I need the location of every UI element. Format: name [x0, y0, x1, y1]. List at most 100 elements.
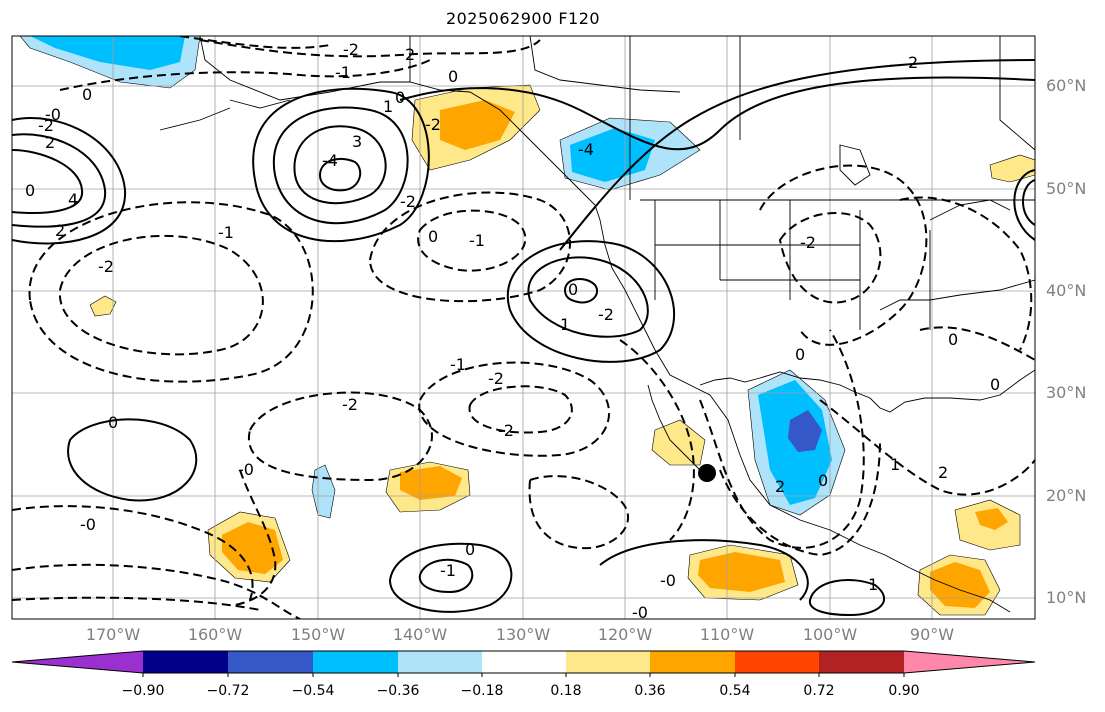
colorbar-tick-label: 0.54	[719, 683, 751, 699]
contour-dashed-west	[58, 234, 264, 356]
contour-east-canada	[1013, 169, 1035, 241]
contour-label: 3	[352, 132, 362, 151]
colorbar-segment	[313, 651, 398, 673]
contour-label: 2	[775, 477, 785, 496]
colorbar-segment	[12, 651, 143, 673]
contour-west-pacific-low-3	[12, 149, 84, 214]
contour-west-coast-high-2	[506, 240, 676, 363]
contour-west-pacific-low	[12, 117, 127, 245]
contour-dashed-east-us	[899, 196, 1033, 351]
contour-dashed-subtropical	[418, 361, 610, 457]
contour-dashed-north-3	[179, 36, 331, 49]
longitude-label: 90°W	[909, 625, 955, 644]
colorbar-segment	[819, 651, 904, 673]
contour-dashed-gulf-2	[368, 191, 571, 303]
negative-area-mexico-peak	[788, 410, 822, 452]
contour-label: 0	[948, 330, 958, 349]
contour-label: 1	[560, 315, 570, 334]
colorbar-segment	[735, 651, 819, 673]
contour-dashed-north-2	[59, 59, 431, 91]
contour-label: -0	[632, 603, 648, 622]
contour-subtropical-zero	[67, 418, 198, 502]
dashed-contour-lines	[12, 36, 1035, 619]
contour-label: -0	[45, 105, 61, 124]
contour-label: -2	[343, 40, 359, 59]
contour-label: 1	[890, 455, 900, 474]
contour-label: 2	[938, 463, 948, 482]
contour-label: -1	[469, 231, 485, 250]
contour-label: 4	[68, 190, 78, 209]
contour-alaska-ridge-2	[559, 59, 1035, 251]
contour-dashed-north	[199, 39, 541, 58]
weather-map: -2 2 -1 0 0 1 0 -2 3 -4 2 -0 -2 -2 -1 2 …	[11, 35, 1036, 622]
contour-dashed-south	[12, 505, 254, 601]
contour-label: -2	[800, 233, 816, 252]
positive-area-central-pacific-core	[400, 466, 462, 500]
contour-dashed-hawaii	[234, 469, 277, 606]
contour-label: 2	[405, 45, 415, 64]
latitude-label: 40°N	[1046, 281, 1087, 300]
longitude-label: 170°W	[85, 625, 141, 644]
contour-label: -2	[98, 257, 114, 276]
contour-dashed-mexico	[699, 329, 865, 549]
contour-east-pacific-zero	[599, 539, 809, 601]
contour-label: -1	[218, 223, 234, 242]
contour-label: -2	[400, 192, 416, 211]
contour-label: 1	[868, 575, 878, 594]
contour-label: -4	[578, 140, 594, 159]
contour-dashed-gulf-mexico	[819, 399, 1035, 496]
colorbar-tick-label: −0.72	[206, 683, 250, 699]
contour-label: 2	[45, 133, 55, 152]
contour-label: -1	[335, 63, 351, 82]
positive-area-gulf-alaska-core	[440, 100, 515, 150]
contour-high-north-pacific-2	[272, 106, 409, 225]
negative-area-north-pacific-core	[30, 36, 185, 70]
contour-high-north-pacific-3	[252, 87, 430, 243]
contour-dashed-mexico-2	[719, 439, 881, 557]
contour-alaska-ridge	[399, 76, 1035, 151]
contour-label: 0	[465, 540, 475, 559]
contour-label: -0	[80, 515, 96, 534]
contour-label: -1	[450, 355, 466, 374]
contour-label: -2	[498, 421, 514, 440]
latitude-label: 60°N	[1046, 76, 1087, 95]
contour-dashed-us	[759, 164, 928, 346]
contour-dashed-mid-pacific	[247, 391, 433, 482]
contour-label: -2	[488, 369, 504, 388]
contour-label: -2	[38, 116, 54, 135]
contour-dashed-south-2	[12, 563, 301, 619]
contour-dashed-west-2	[28, 201, 314, 383]
colorbar-tick-label: −0.54	[291, 683, 335, 699]
contour-dashed-gulf	[417, 209, 527, 272]
contour-label: -4	[322, 151, 338, 170]
contour-label: 0	[990, 375, 1000, 394]
contour-dashed-east-pacific	[619, 339, 695, 541]
contour-central-pacific-one	[418, 558, 474, 594]
colorbar-segment	[398, 651, 482, 673]
contour-label: -2	[425, 115, 441, 134]
colorbar-tick-label: −0.18	[460, 683, 504, 699]
contour-dashed-central	[528, 475, 630, 550]
colorbar-outline	[11, 650, 1036, 674]
contour-central-pacific-zero	[388, 542, 513, 613]
contour-label: 0	[428, 227, 438, 246]
colorbar-segment	[482, 651, 566, 673]
colorbar-tick-label: 0.18	[550, 683, 582, 699]
colorbar-segment	[228, 651, 313, 673]
contour-label: 0	[448, 67, 458, 86]
positive-area-central-america-core	[930, 562, 990, 608]
colorbar-tick-label: 0.90	[888, 683, 920, 699]
contour-label: 0	[25, 181, 35, 200]
positive-area-caribbean-core	[975, 508, 1008, 530]
map-title: 2025062900 F120	[445, 9, 601, 28]
contour-label: 0	[818, 471, 828, 490]
longitude-label: 110°W	[699, 625, 755, 644]
contour-label: -1	[440, 561, 456, 580]
contour-west-pacific-low-2	[12, 133, 107, 228]
colorbar-tick-label: 0.72	[803, 683, 835, 699]
contour-label: 2	[908, 53, 918, 72]
colorbar-tick-label: 0.36	[634, 683, 666, 699]
longitude-label: 130°W	[495, 625, 551, 644]
negative-area-bc-core	[570, 128, 655, 182]
contour-label: 0	[568, 280, 578, 299]
